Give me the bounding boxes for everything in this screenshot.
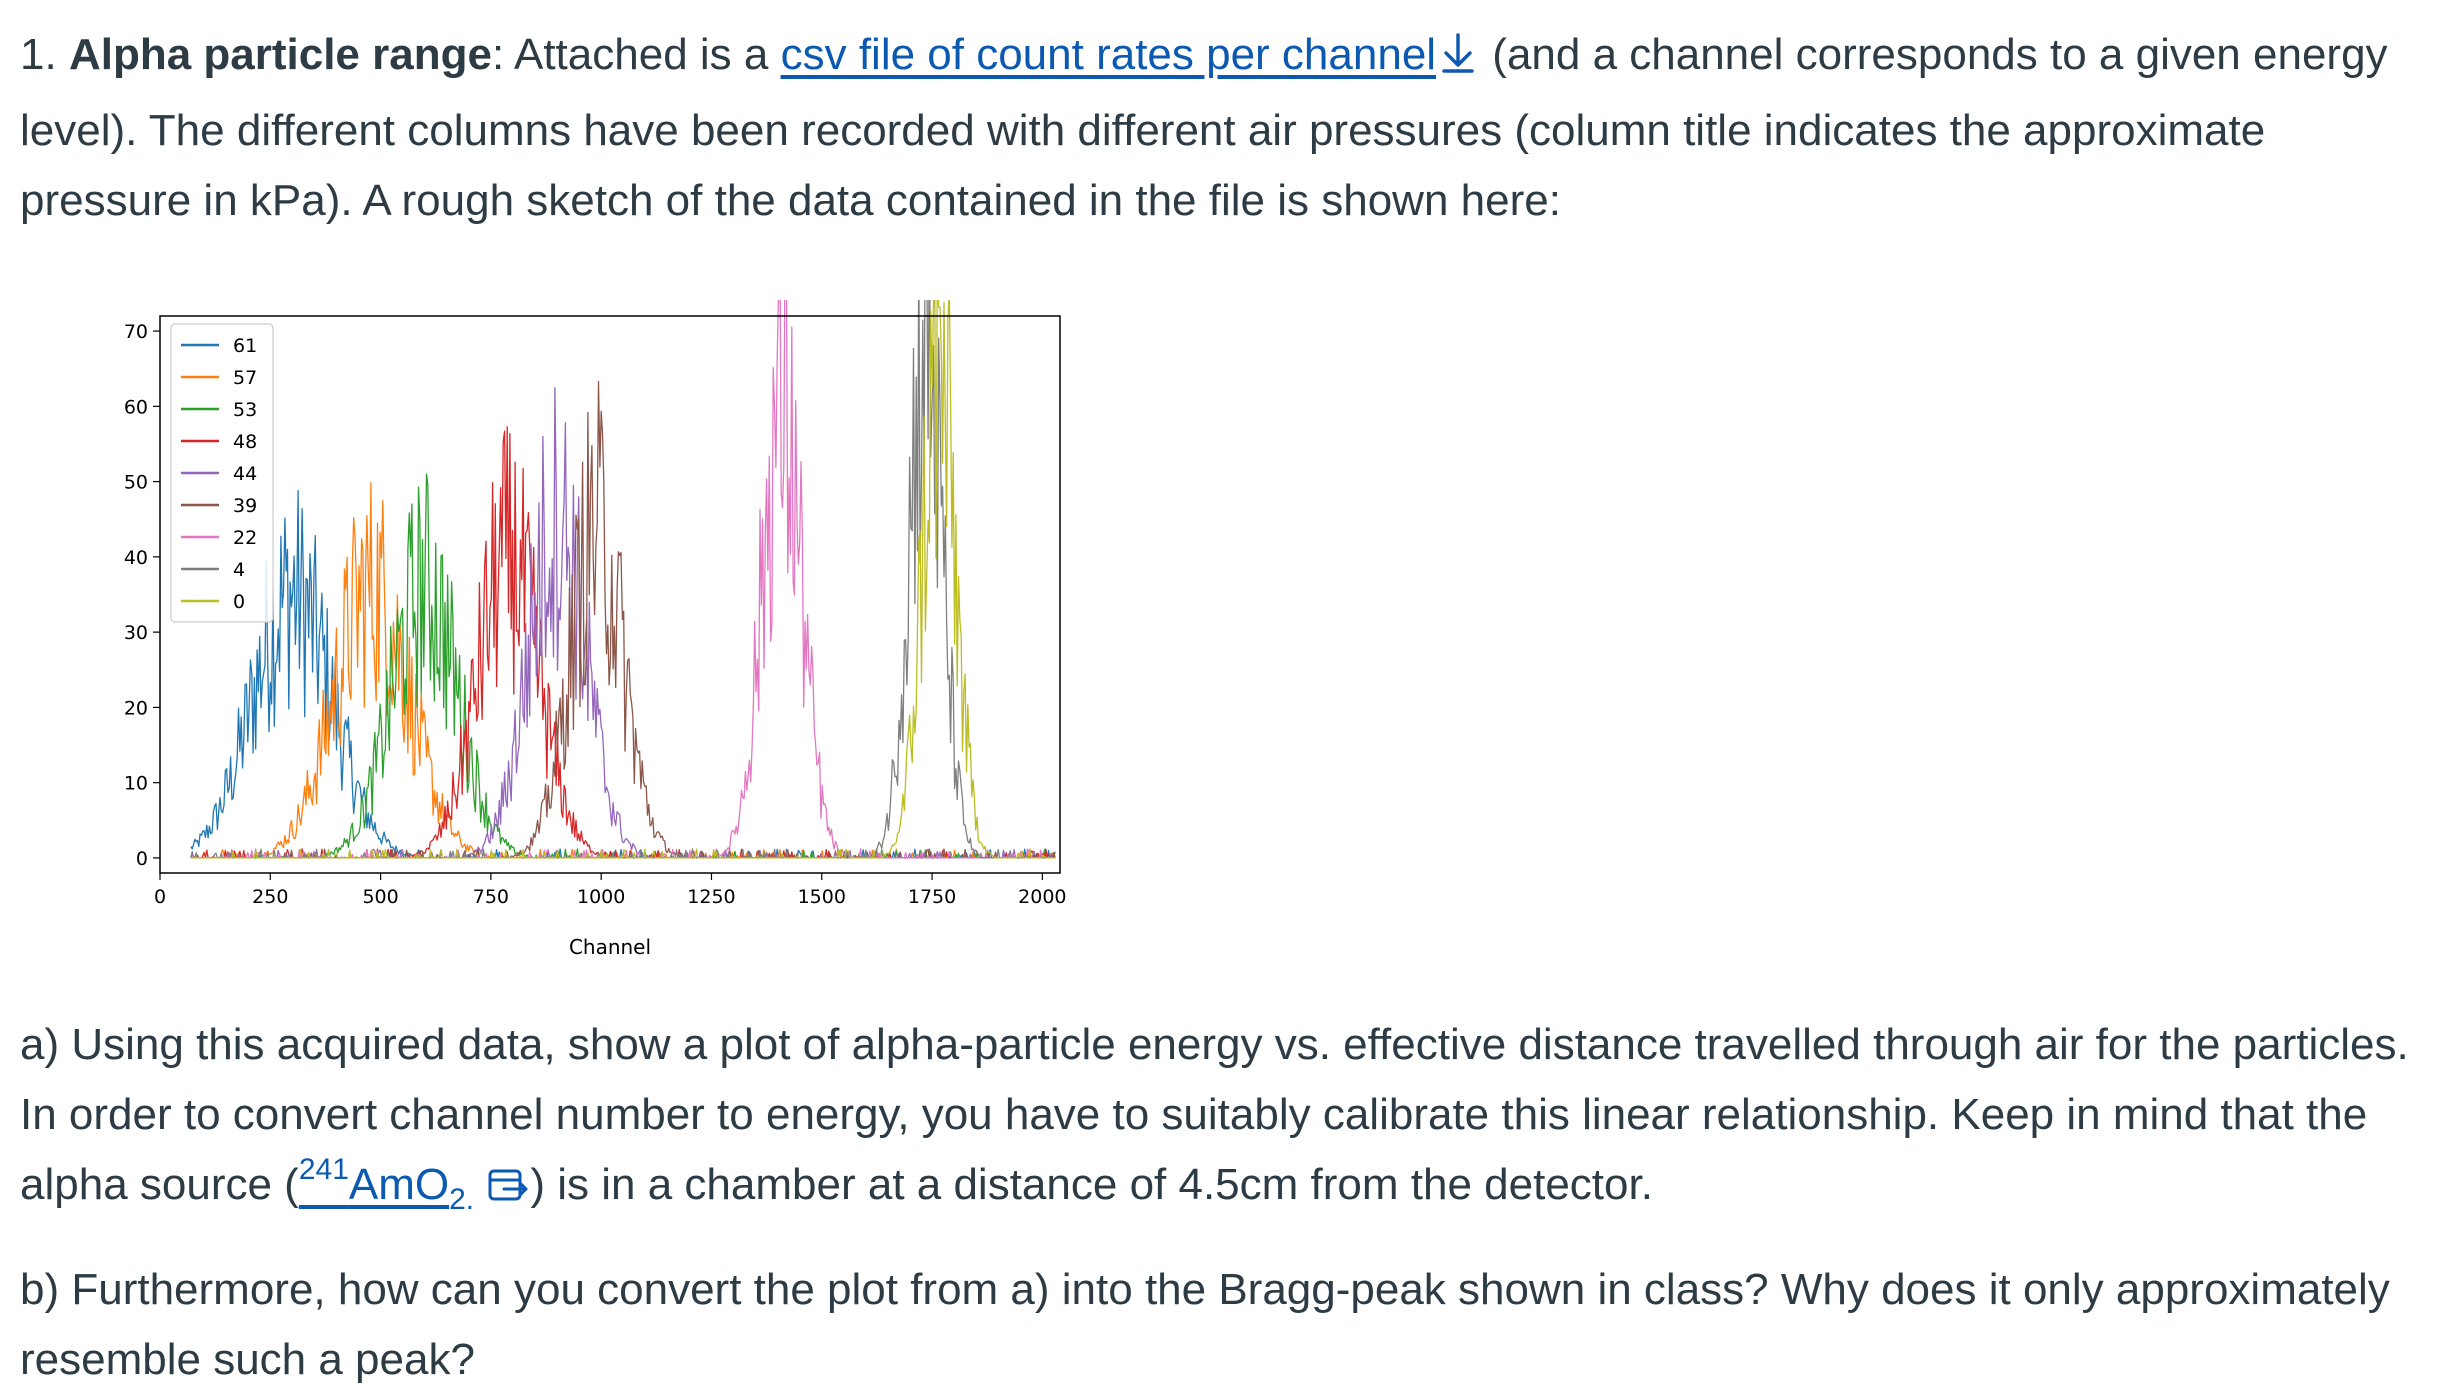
csv-file-link[interactable]: csv file of count rates per channel (780, 30, 1437, 79)
y-tick-label: 40 (124, 547, 148, 569)
axes: 0 250 500 750 1000 1250 1500 1750 20000102030405… (124, 321, 1067, 908)
x-tick-label: 500 (362, 886, 398, 908)
legend: 61 57 53 48 44 39 22 4 0 (170, 323, 274, 623)
legend-label-53: 53 (233, 399, 257, 421)
formula-subscript: 2. (449, 1183, 475, 1216)
legend-box (170, 323, 274, 623)
series-line-53 (190, 473, 1056, 859)
question-1: 1. Alpha particle range: Attached is a c… (20, 20, 2430, 236)
x-tick-label: 750 (473, 886, 509, 908)
axes-frame (159, 315, 1061, 874)
legend-label-39: 39 (233, 495, 257, 517)
x-axis-label: Channel (569, 935, 651, 959)
download-arrow-icon[interactable] (1436, 26, 1480, 96)
title-colon: : (491, 30, 505, 79)
plot-area (190, 300, 1056, 859)
legend-label-57: 57 (233, 367, 257, 389)
x-tick-label: 1250 (687, 886, 735, 908)
isotope-mass-number: 241 (298, 1153, 349, 1186)
y-tick-label: 70 (124, 321, 148, 343)
count-rate-chart: 0 250 500 750 1000 1250 1500 1750 20000102030405… (124, 300, 1067, 959)
part-a-text-end: ) is in a chamber at a distance of 4.5cm… (530, 1160, 1653, 1209)
y-tick-label: 60 (124, 396, 148, 418)
y-tick-label: 10 (124, 773, 148, 795)
legend-label-48: 48 (233, 431, 257, 453)
y-tick-label: 50 (124, 472, 148, 494)
question-number: 1. (20, 30, 57, 79)
legend-label-0: 0 (233, 591, 245, 613)
series-line-48 (190, 426, 1056, 859)
y-tick-label: 30 (124, 622, 148, 644)
external-link-icon[interactable] (486, 1156, 530, 1226)
x-tick-label: 1750 (908, 886, 956, 908)
x-tick-label: 250 (252, 886, 288, 908)
source-formula: AmO (348, 1160, 450, 1209)
part-a: a) Using this acquired data, show a plot… (20, 1010, 2420, 1226)
y-tick-label: 20 (124, 697, 148, 719)
question-title: Alpha particle range (68, 30, 492, 79)
question-text-end: (and a channel corresponds to a given en… (20, 30, 2388, 225)
x-tick-label: 1500 (798, 886, 846, 908)
y-tick-label: 0 (136, 848, 148, 870)
series-line-0 (190, 300, 1056, 859)
x-tick-label: 2000 (1018, 886, 1066, 908)
legend-label-44: 44 (233, 463, 257, 485)
legend-label-61: 61 (233, 335, 257, 357)
x-tick-label: 1000 (577, 886, 625, 908)
legend-label-22: 22 (233, 527, 257, 549)
source-link[interactable]: 241AmO2. (299, 1155, 474, 1215)
part-a-text-start: a) Using this acquired data, show a plot… (20, 1020, 2409, 1209)
question-text-start: Attached is a (504, 30, 781, 79)
part-b: b) Furthermore, how can you convert the … (20, 1265, 2390, 1384)
x-tick-label: 0 (154, 886, 166, 908)
legend-label-4: 4 (233, 559, 245, 581)
